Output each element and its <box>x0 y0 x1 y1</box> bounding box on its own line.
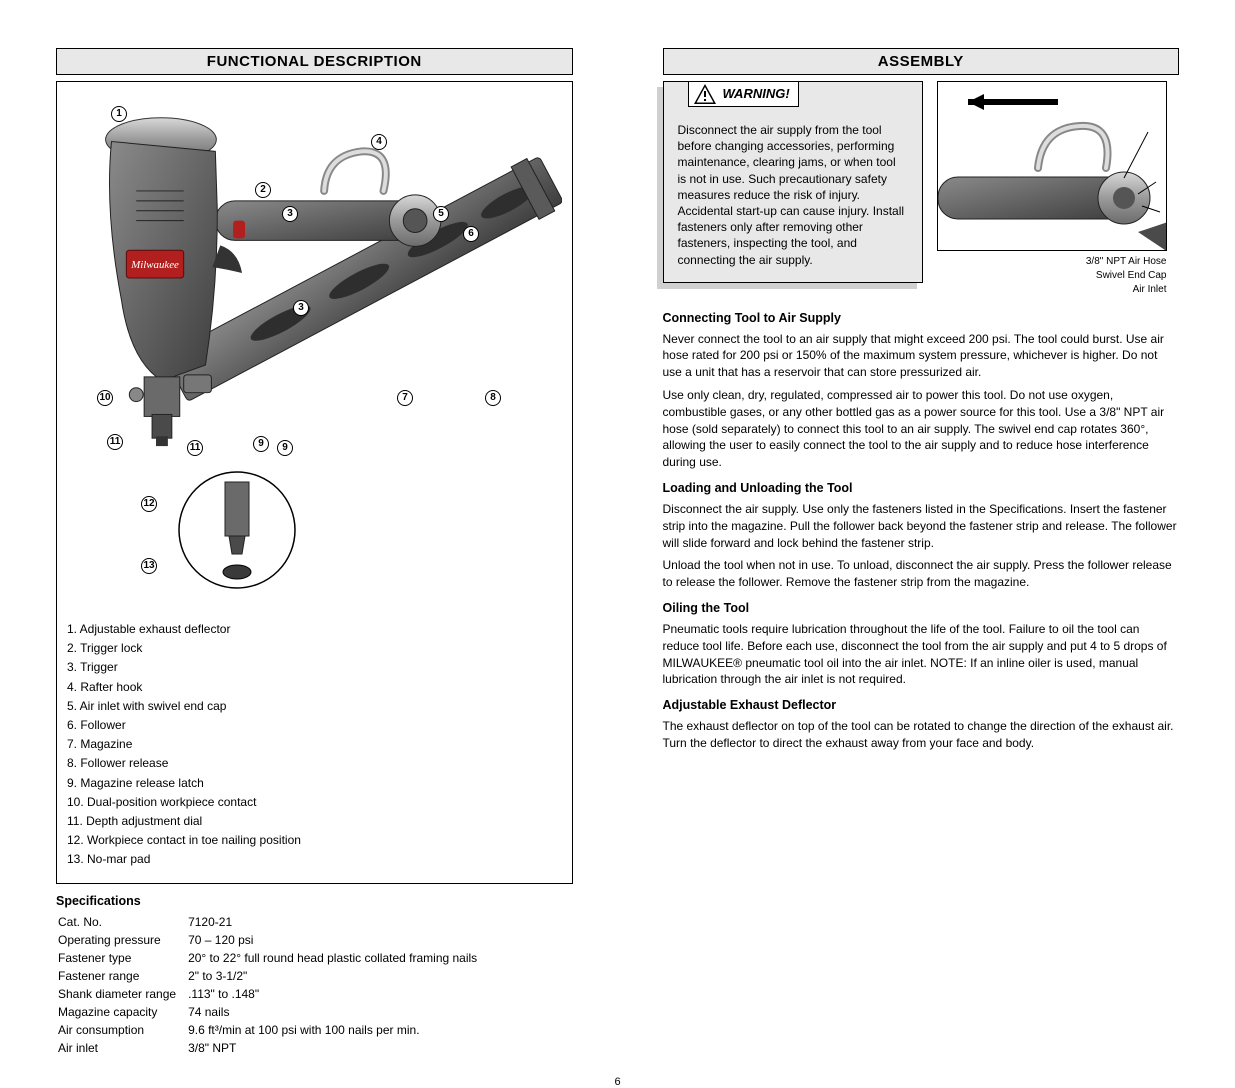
body-text: Pneumatic tools require lubrication thro… <box>663 621 1180 688</box>
callout-12: 12 <box>141 496 157 512</box>
legend-item: 13. No-mar pad <box>67 850 562 869</box>
legend-item: 9. Magazine release latch <box>67 774 562 793</box>
legend-item: 3. Trigger <box>67 658 562 677</box>
callout-1: 1 <box>111 106 127 122</box>
callout-8: 8 <box>485 390 501 406</box>
callout-5: 5 <box>433 206 449 222</box>
table-row: Air inlet3/8" NPT <box>58 1040 487 1056</box>
callout-3: 3 <box>282 206 298 222</box>
nailer-svg: Milwaukee <box>67 90 562 460</box>
legend-item: 11. Depth adjustment dial <box>67 812 562 831</box>
svg-text:Milwaukee: Milwaukee <box>130 259 179 271</box>
air-heading: Connecting Tool to Air Supply <box>663 311 1180 325</box>
spec-heading: Specifications <box>56 894 573 908</box>
main-tool-image: Milwaukee 1 2 <box>67 90 562 460</box>
warning-box: WARNING! Disconnect the air supply from … <box>663 81 923 283</box>
body-text: Use only clean, dry, regulated, compress… <box>663 387 1180 471</box>
air-connection-figure <box>937 81 1167 251</box>
callout-6: 6 <box>463 226 479 242</box>
section-header-assembly: ASSEMBLY <box>663 48 1180 75</box>
legend-item: 2. Trigger lock <box>67 639 562 658</box>
warning-text: Disconnect the air supply from the tool … <box>678 123 905 267</box>
exhaust-heading: Adjustable Exhaust Deflector <box>663 698 1180 712</box>
body-text: Never connect the tool to an air supply … <box>663 331 1180 381</box>
figure-box: Milwaukee 1 2 <box>56 81 573 884</box>
body-text: The exhaust deflector on top of the tool… <box>663 718 1180 752</box>
table-row: Fastener type20° to 22° full round head … <box>58 950 487 966</box>
callout-11: 11 <box>107 434 123 450</box>
legend-item: 12. Workpiece contact in toe nailing pos… <box>67 831 562 850</box>
legend-item: 6. Follower <box>67 716 562 735</box>
legend-item: 10. Dual-position workpiece contact <box>67 793 562 812</box>
callout-7: 7 <box>397 390 413 406</box>
warning-tab: WARNING! <box>688 81 799 107</box>
table-row: Fastener range2" to 3-1/2" <box>58 968 487 984</box>
table-row: Magazine capacity74 nails <box>58 1004 487 1020</box>
page-number: 6 <box>0 1076 1235 1088</box>
inset-detail: 12 13 <box>127 460 307 600</box>
body-text: Disconnect the air supply. Use only the … <box>663 501 1180 551</box>
table-row: Operating pressure70 – 120 psi <box>58 932 487 948</box>
warning-label: WARNING! <box>723 86 790 101</box>
callout-3b: 3 <box>293 300 309 316</box>
callout-9b: 9 <box>277 440 293 456</box>
fig2-labels: 3/8" NPT Air Hose Swivel End Cap Air Inl… <box>937 255 1167 297</box>
section-header-functional: FUNCTIONAL DESCRIPTION <box>56 48 573 75</box>
callout-13: 13 <box>141 558 157 574</box>
warning-icon <box>693 83 717 105</box>
callout-9: 9 <box>253 436 269 452</box>
callout-11b: 11 <box>187 440 203 456</box>
load-heading: Loading and Unloading the Tool <box>663 481 1180 495</box>
table-row: Shank diameter range.113" to .148" <box>58 986 487 1002</box>
table-row: Air consumption9.6 ft³/min at 100 psi wi… <box>58 1022 487 1038</box>
callout-4: 4 <box>371 134 387 150</box>
oiling-heading: Oiling the Tool <box>663 601 1180 615</box>
callout-2: 2 <box>255 182 271 198</box>
legend-item: 7. Magazine <box>67 735 562 754</box>
legend-item: 5. Air inlet with swivel end cap <box>67 697 562 716</box>
body-text: Unload the tool when not in use. To unlo… <box>663 557 1180 591</box>
legend-item: 4. Rafter hook <box>67 678 562 697</box>
spec-table: Cat. No.7120-21 Operating pressure70 – 1… <box>56 912 489 1058</box>
legend-item: 1. Adjustable exhaust deflector <box>67 620 562 639</box>
legend-item: 8. Follower release <box>67 754 562 773</box>
callout-10: 10 <box>97 390 113 406</box>
table-row: Cat. No.7120-21 <box>58 914 487 930</box>
parts-legend: 1. Adjustable exhaust deflector 2. Trigg… <box>67 620 562 869</box>
